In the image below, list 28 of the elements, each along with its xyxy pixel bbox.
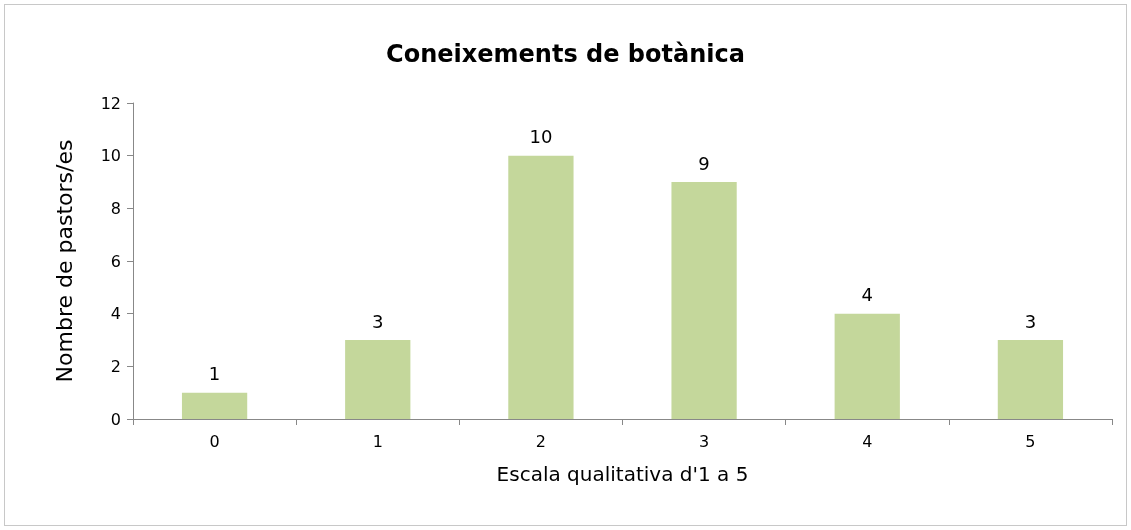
y-axis-title: Nombre de pastors/es bbox=[51, 139, 77, 383]
y-tick-label: 2 bbox=[110, 356, 121, 376]
y-tick-label: 4 bbox=[110, 304, 121, 324]
data-label: 3 bbox=[1024, 310, 1037, 332]
x-tick-label: 4 bbox=[862, 431, 873, 451]
y-tick-label: 12 bbox=[100, 93, 121, 113]
data-label: 1 bbox=[208, 363, 221, 385]
x-tick-label: 3 bbox=[698, 431, 710, 451]
data-label: 9 bbox=[698, 152, 710, 174]
x-axis-title: Escala qualitativa d'1 a 5 bbox=[496, 462, 749, 486]
x-tick-label: 5 bbox=[1025, 431, 1036, 451]
data-label: 3 bbox=[372, 310, 384, 332]
bar bbox=[345, 340, 411, 419]
y-tick-label: 8 bbox=[110, 198, 121, 218]
bar bbox=[997, 340, 1064, 419]
x-tick-label: 1 bbox=[372, 431, 383, 451]
bar bbox=[834, 313, 900, 419]
data-label: 4 bbox=[861, 284, 873, 306]
y-tick-label: 6 bbox=[110, 251, 121, 271]
bar bbox=[508, 155, 574, 419]
chart-title: Coneixements de botànica bbox=[386, 40, 745, 68]
bar bbox=[181, 392, 248, 419]
data-label: 10 bbox=[529, 126, 553, 148]
y-tick-label: 10 bbox=[100, 146, 121, 166]
bar bbox=[671, 182, 737, 419]
x-tick-label: 0 bbox=[209, 431, 220, 451]
x-tick-label: 2 bbox=[535, 431, 547, 451]
y-tick-label: 0 bbox=[110, 409, 121, 429]
